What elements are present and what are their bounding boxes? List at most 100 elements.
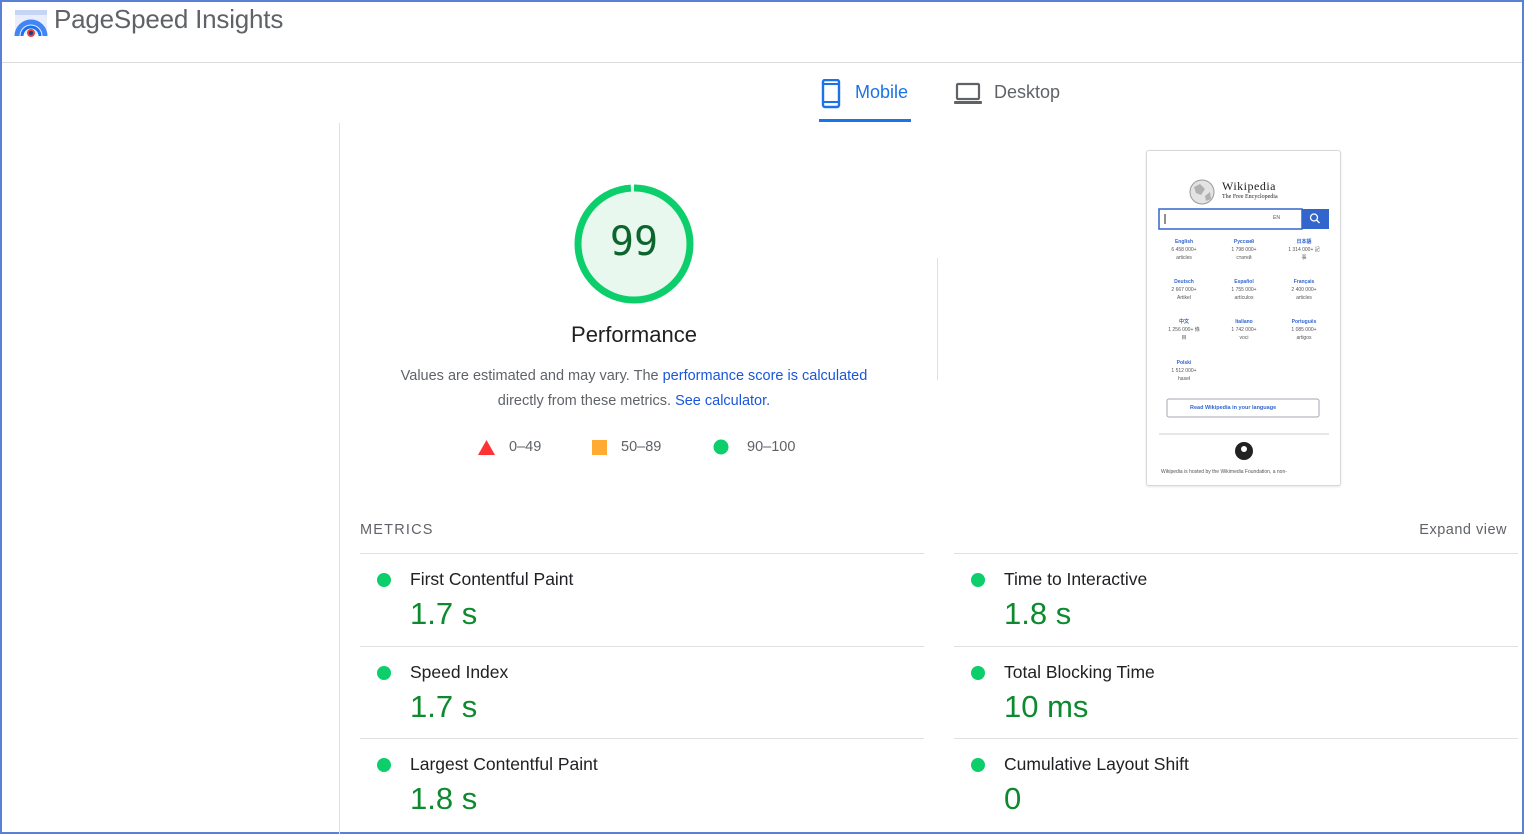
tab-mobile[interactable]: Mobile	[819, 76, 911, 122]
thumb-language-item: Русский 1 798 000+ статей	[1221, 238, 1267, 262]
score-description: Values are estimated and may vary. The p…	[364, 364, 904, 414]
thumb-language-item: 中文 1 256 000+ 條目	[1161, 318, 1207, 342]
metric-total-blocking-time: Total Blocking Time 10 ms	[954, 646, 1518, 738]
legend-fail-label: 0–49	[509, 439, 542, 455]
metric-label: First Contentful Paint	[410, 569, 574, 589]
expand-view-button[interactable]: Expand view	[1419, 522, 1507, 538]
thumb-language-unit: voci	[1239, 335, 1249, 341]
thumb-language-unit: статей	[1236, 255, 1252, 261]
gauge-fill	[578, 188, 690, 300]
thumb-language-unit: 目	[1181, 335, 1187, 341]
metric-label: Speed Index	[410, 662, 509, 682]
legend-fail: 0–49	[478, 437, 541, 457]
thumb-language-name: Русский	[1233, 239, 1255, 245]
metrics-heading: METRICS	[360, 522, 434, 538]
thumb-language-item: Español 1 755 000+ artículos	[1221, 278, 1267, 302]
thumb-language-name: Italiano	[1235, 319, 1253, 325]
thumb-language-unit: articles	[1176, 255, 1192, 261]
thumb-language-item: 日本語 1 314 000+ 記事	[1281, 238, 1327, 262]
panel-divider	[339, 123, 340, 834]
metric-value: 1.7 s	[410, 596, 478, 631]
performance-score-value: 99	[609, 219, 659, 265]
wikipedia-page-thumbnail	[1158, 179, 1329, 460]
pass-status-icon	[971, 573, 985, 587]
metric-value: 0	[1004, 781, 1022, 816]
metric-speed-index: Speed Index 1.7 s	[360, 646, 924, 738]
thumb-language-name: 中文	[1178, 319, 1189, 325]
legend-average-label: 50–89	[621, 439, 662, 455]
pass-status-icon	[377, 758, 391, 772]
tab-desktop-label: Desktop	[994, 82, 1061, 102]
legend-average: 50–89	[592, 437, 661, 457]
thumb-language-name: English	[1174, 239, 1194, 245]
metric-value: 1.8 s	[410, 781, 478, 816]
legend-pass: 90–100	[713, 437, 795, 457]
thumb-language-name: Deutsch	[1174, 279, 1194, 285]
thumb-language-name: 日本語	[1296, 239, 1312, 245]
thumb-language-item: English 6 458 000+ articles	[1161, 238, 1207, 262]
thumb-language-name: Português	[1291, 319, 1317, 325]
thumb-language-item: Italiano 1 742 000+ voci	[1221, 318, 1267, 342]
thumb-language-count: 1 256 000+ 條	[1168, 327, 1200, 333]
thumb-footer: Wikipedia is hosted by the Wikimedia Fou…	[1161, 469, 1287, 475]
pass-status-icon	[377, 666, 391, 680]
metric-time-to-interactive: Time to Interactive 1.8 s	[954, 553, 1518, 645]
thumb-language-name: Français	[1293, 279, 1315, 285]
thumb-language-unit: 事	[1301, 255, 1307, 261]
description-text-1: Values are estimated and may vary. The	[400, 368, 663, 384]
app-title: PageSpeed Insights	[54, 4, 284, 34]
thumb-language-unit: Artikel	[1177, 295, 1191, 301]
thumb-site-title: Wikipedia	[1222, 179, 1276, 193]
tab-desktop[interactable]: Desktop	[954, 76, 1074, 122]
metric-label: Total Blocking Time	[1004, 662, 1155, 682]
thumb-language-count: 2 667 000+	[1171, 287, 1197, 293]
metric-value: 10 ms	[1004, 689, 1089, 724]
legend-pass-label: 90–100	[747, 439, 796, 455]
pass-status-icon	[971, 666, 985, 680]
thumb-language-count: 6 458 000+	[1171, 247, 1197, 253]
thumb-language-name: Polski	[1176, 360, 1192, 366]
thumb-language-unit: artículos	[1234, 295, 1254, 301]
triangle-icon	[478, 439, 495, 455]
app-header: PageSpeed Insights	[2, 2, 1522, 63]
metric-label: Time to Interactive	[1004, 569, 1148, 589]
thumb-language-count: 2 400 000+	[1291, 287, 1317, 293]
pass-status-icon	[377, 573, 391, 587]
thumb-language-count: 1 314 000+ 記	[1288, 247, 1320, 253]
metric-first-contentful-paint: First Contentful Paint 1.7 s	[360, 553, 924, 645]
metric-value: 1.7 s	[410, 689, 478, 724]
final-screenshot-thumbnail[interactable]: Wikipedia The Free Encyclopedia EN Engli…	[1146, 150, 1341, 486]
thumb-language-item: Português 1 085 000+ artigos	[1281, 318, 1327, 342]
metric-value: 1.8 s	[1004, 596, 1072, 631]
thumb-language-name: Español	[1234, 279, 1254, 285]
metric-largest-contentful-paint: Largest Contentful Paint 1.8 s	[360, 738, 924, 830]
metric-label: Cumulative Layout Shift	[1004, 754, 1189, 774]
thumb-language-count: 1 755 000+	[1231, 287, 1257, 293]
section-divider	[937, 258, 938, 380]
thumb-language-count: 1 742 000+	[1231, 327, 1257, 333]
thumb-lang-selector: EN	[1273, 215, 1280, 221]
thumb-language-unit: haseł	[1178, 376, 1190, 382]
thumb-language-unit: articles	[1296, 295, 1312, 301]
square-icon	[592, 439, 607, 455]
thumb-language-count: 1 798 000+	[1231, 247, 1257, 253]
metric-cumulative-layout-shift: Cumulative Layout Shift 0	[954, 738, 1518, 830]
thumb-language-unit: artigos	[1296, 335, 1312, 341]
laptop-icon	[954, 82, 982, 104]
thumb-language-item: Polski 1 512 000+ haseł	[1161, 359, 1207, 383]
metric-label: Largest Contentful Paint	[410, 754, 598, 774]
phone-icon	[821, 79, 841, 109]
score-calculated-link[interactable]: performance score is calculated	[662, 368, 868, 384]
see-calculator-link[interactable]: See calculator.	[675, 393, 771, 409]
thumb-search-box	[1158, 208, 1303, 230]
thumb-site-subtitle: The Free Encyclopedia	[1222, 194, 1278, 200]
thumb-language-count: 1 085 000+	[1291, 327, 1317, 333]
pass-status-icon	[971, 758, 985, 772]
thumb-language-count: 1 512 000+	[1171, 368, 1197, 374]
circle-icon	[713, 439, 729, 455]
pagespeed-logo-icon[interactable]	[13, 6, 49, 42]
performance-score-gauge[interactable]	[571, 181, 697, 307]
performance-title: Performance	[571, 322, 697, 347]
tab-mobile-label: Mobile	[855, 82, 909, 102]
